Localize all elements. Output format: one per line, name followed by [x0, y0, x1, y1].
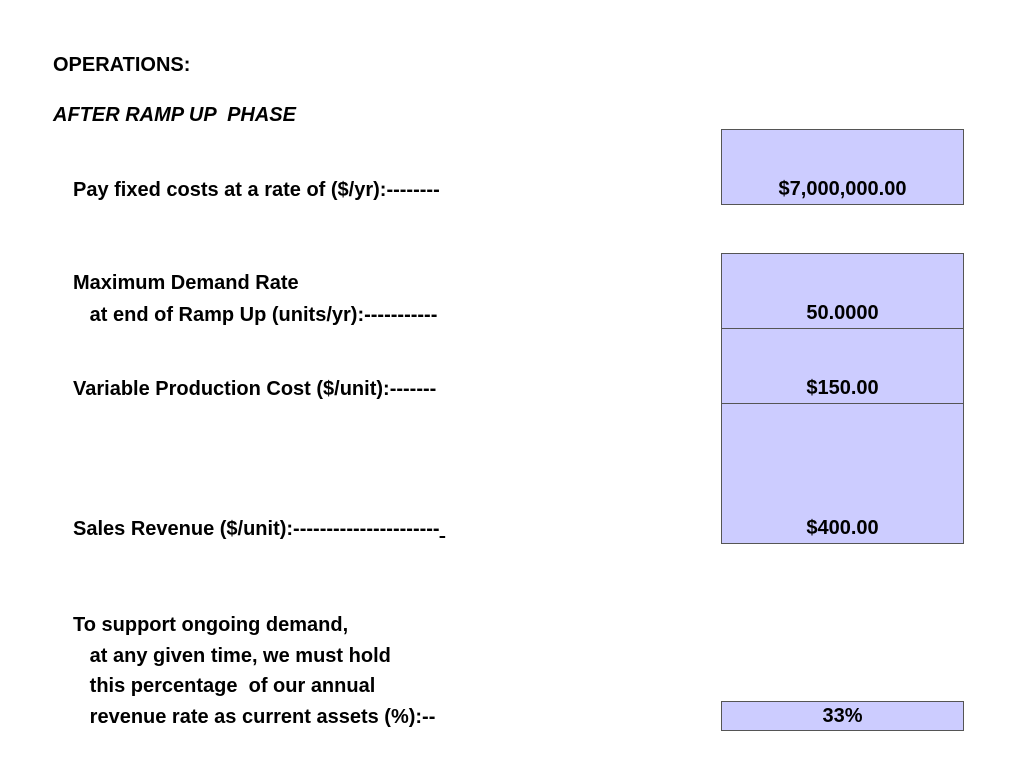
max-demand-label-line1: Maximum Demand Rate: [73, 272, 299, 294]
current-assets-label-line4: revenue rate as current assets (%):--: [73, 706, 436, 728]
sales-revenue-value: $400.00: [806, 517, 879, 539]
current-assets-label-line2: at any given time, we must hold: [73, 645, 391, 667]
max-demand-value: 50.0000: [806, 302, 879, 324]
fixed-costs-cell[interactable]: $7,000,000.00: [721, 129, 964, 205]
section-heading: OPERATIONS:: [53, 54, 191, 76]
variable-cost-cell[interactable]: $150.00: [721, 328, 964, 404]
sales-revenue-label-trailing: [440, 518, 446, 540]
variable-cost-label: Variable Production Cost ($/unit):------…: [73, 378, 437, 400]
max-demand-cell[interactable]: 50.0000: [721, 253, 964, 329]
sales-revenue-label: Sales Revenue ($/unit):-----------------…: [73, 516, 445, 542]
current-assets-label-line1: To support ongoing demand,: [73, 614, 349, 636]
phase-subheading: AFTER RAMP UP PHASE: [53, 104, 296, 126]
sales-revenue-label-text: Sales Revenue ($/unit):-----------------…: [73, 518, 440, 540]
sales-revenue-cell[interactable]: $400.00: [721, 403, 964, 544]
current-assets-cell[interactable]: 33%: [721, 701, 964, 731]
current-assets-value: 33%: [822, 705, 863, 727]
fixed-costs-value: $7,000,000.00: [778, 178, 907, 200]
fixed-costs-label: Pay fixed costs at a rate of ($/yr):----…: [73, 179, 440, 201]
max-demand-label-line2: at end of Ramp Up (units/yr):-----------: [73, 304, 438, 326]
current-assets-label-line3: this percentage of our annual: [73, 675, 376, 697]
variable-cost-value: $150.00: [806, 377, 879, 399]
